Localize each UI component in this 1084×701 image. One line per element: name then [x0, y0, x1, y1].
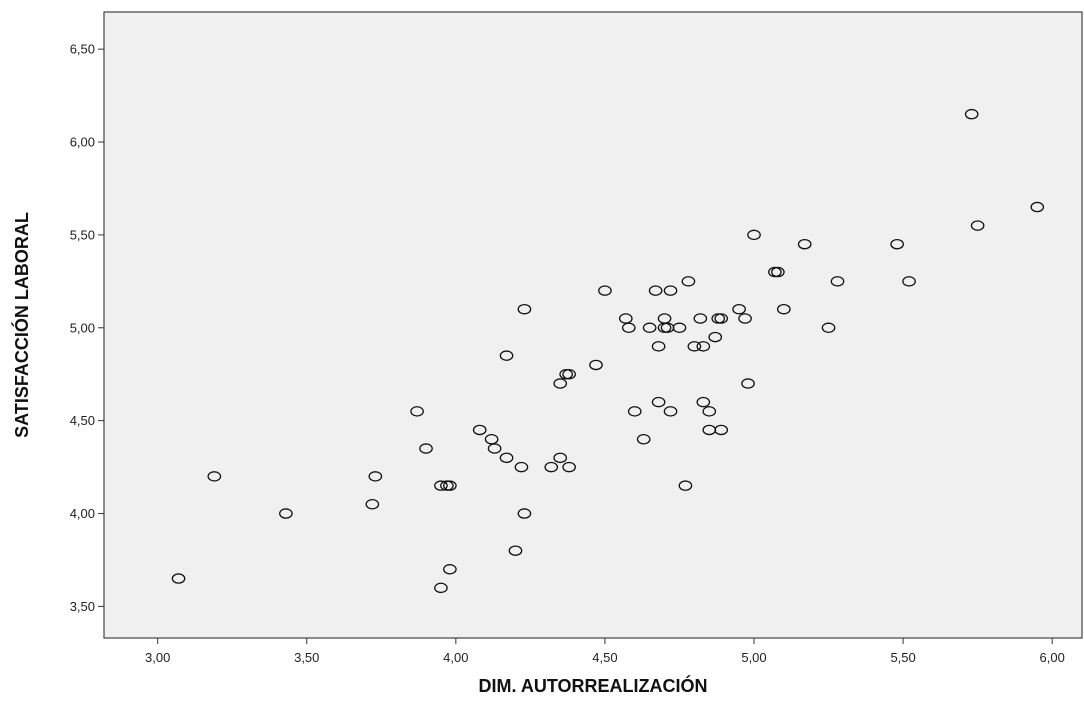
scatter-point — [821, 322, 836, 334]
scatter-point — [207, 471, 222, 482]
y-tick-label: 5,50 — [70, 227, 95, 242]
y-tick-label: 5,00 — [70, 320, 95, 335]
scatter-point — [443, 564, 457, 575]
scatter-point — [419, 443, 433, 454]
scatter-point — [434, 480, 448, 491]
scatter-point — [434, 582, 448, 594]
x-axis-title: DIM. AUTORREALIZACIÓN — [479, 675, 708, 696]
data-points — [171, 108, 1045, 594]
scatter-point — [544, 461, 559, 473]
scatter-point — [499, 350, 514, 361]
scatter-point — [279, 508, 293, 519]
scatter-point — [562, 461, 576, 473]
plot-area — [103, 11, 1083, 639]
x-tick-label: 6,00 — [1040, 650, 1065, 665]
scatter-point — [693, 313, 708, 324]
scatter-point — [741, 378, 755, 389]
scatter-point — [553, 378, 568, 389]
scatter-point — [714, 424, 729, 436]
x-tick-label: 3,50 — [294, 650, 319, 665]
scatter-point — [636, 433, 651, 445]
scatter-point — [970, 220, 985, 231]
scatter-point — [714, 313, 729, 324]
scatter-point — [738, 313, 752, 324]
x-tick-label: 4,00 — [443, 650, 468, 665]
scatter-point — [517, 303, 532, 315]
scatter-point — [771, 266, 785, 278]
x-tick-label: 3,00 — [145, 650, 170, 665]
scatter-point — [681, 276, 696, 287]
scatter-point — [598, 285, 612, 296]
scatter-point — [651, 396, 666, 408]
scatter-point — [696, 341, 711, 352]
scatter-point — [678, 480, 693, 491]
y-tick-label: 6,50 — [70, 42, 95, 57]
scatter-point — [830, 276, 845, 287]
scatter-point — [648, 285, 663, 296]
scatter-point — [517, 508, 532, 519]
y-tick-label: 4,50 — [70, 413, 95, 428]
y-tick-label: 6,00 — [70, 135, 95, 150]
scatter-point — [732, 303, 746, 315]
x-tick-label: 4,50 — [592, 650, 617, 665]
scatter-point — [443, 480, 457, 491]
y-tick-label: 4,00 — [70, 506, 95, 521]
scatter-point — [553, 452, 568, 464]
scatter-point — [487, 443, 502, 454]
scatter-point — [696, 396, 711, 408]
scatter-point — [472, 424, 487, 436]
scatter-point — [365, 499, 380, 510]
scatter-point — [672, 322, 687, 334]
scatter-point — [663, 285, 678, 296]
scatter-point — [562, 368, 576, 380]
scatter-point — [663, 406, 678, 417]
scatter-point — [1030, 201, 1045, 213]
scatter-point — [368, 471, 383, 482]
y-tick-label: 3,50 — [70, 599, 95, 614]
scatter-point — [627, 406, 642, 417]
scatter-point — [902, 276, 916, 287]
scatter-point — [621, 322, 636, 334]
scatter-point — [589, 359, 603, 371]
x-tick-label: 5,50 — [890, 650, 915, 665]
scatter-point — [171, 573, 186, 584]
y-axis-title: SATISFACCIÓN LABORAL — [11, 212, 32, 438]
scatter-point — [702, 406, 717, 417]
scatter-point — [410, 406, 424, 417]
scatter-point — [514, 461, 529, 473]
scatter-point — [642, 322, 657, 334]
scatter-point — [687, 341, 702, 352]
scatter-point — [651, 341, 666, 352]
scatter-point — [508, 545, 523, 556]
scatter-point — [964, 108, 979, 120]
x-axis: 3,00 3,50 4,00 4,50 5,00 5,50 6,00 — [145, 638, 1065, 665]
scatter-point — [499, 452, 514, 464]
y-axis: 3,50 4,00 4,50 5,00 5,50 6,00 6,50 — [70, 42, 104, 614]
scatter-point — [747, 229, 761, 241]
x-tick-label: 5,00 — [741, 650, 766, 665]
scatter-point — [776, 303, 791, 315]
scatter-point — [708, 331, 723, 343]
scatter-point — [797, 238, 812, 250]
scatter-point — [890, 238, 904, 250]
